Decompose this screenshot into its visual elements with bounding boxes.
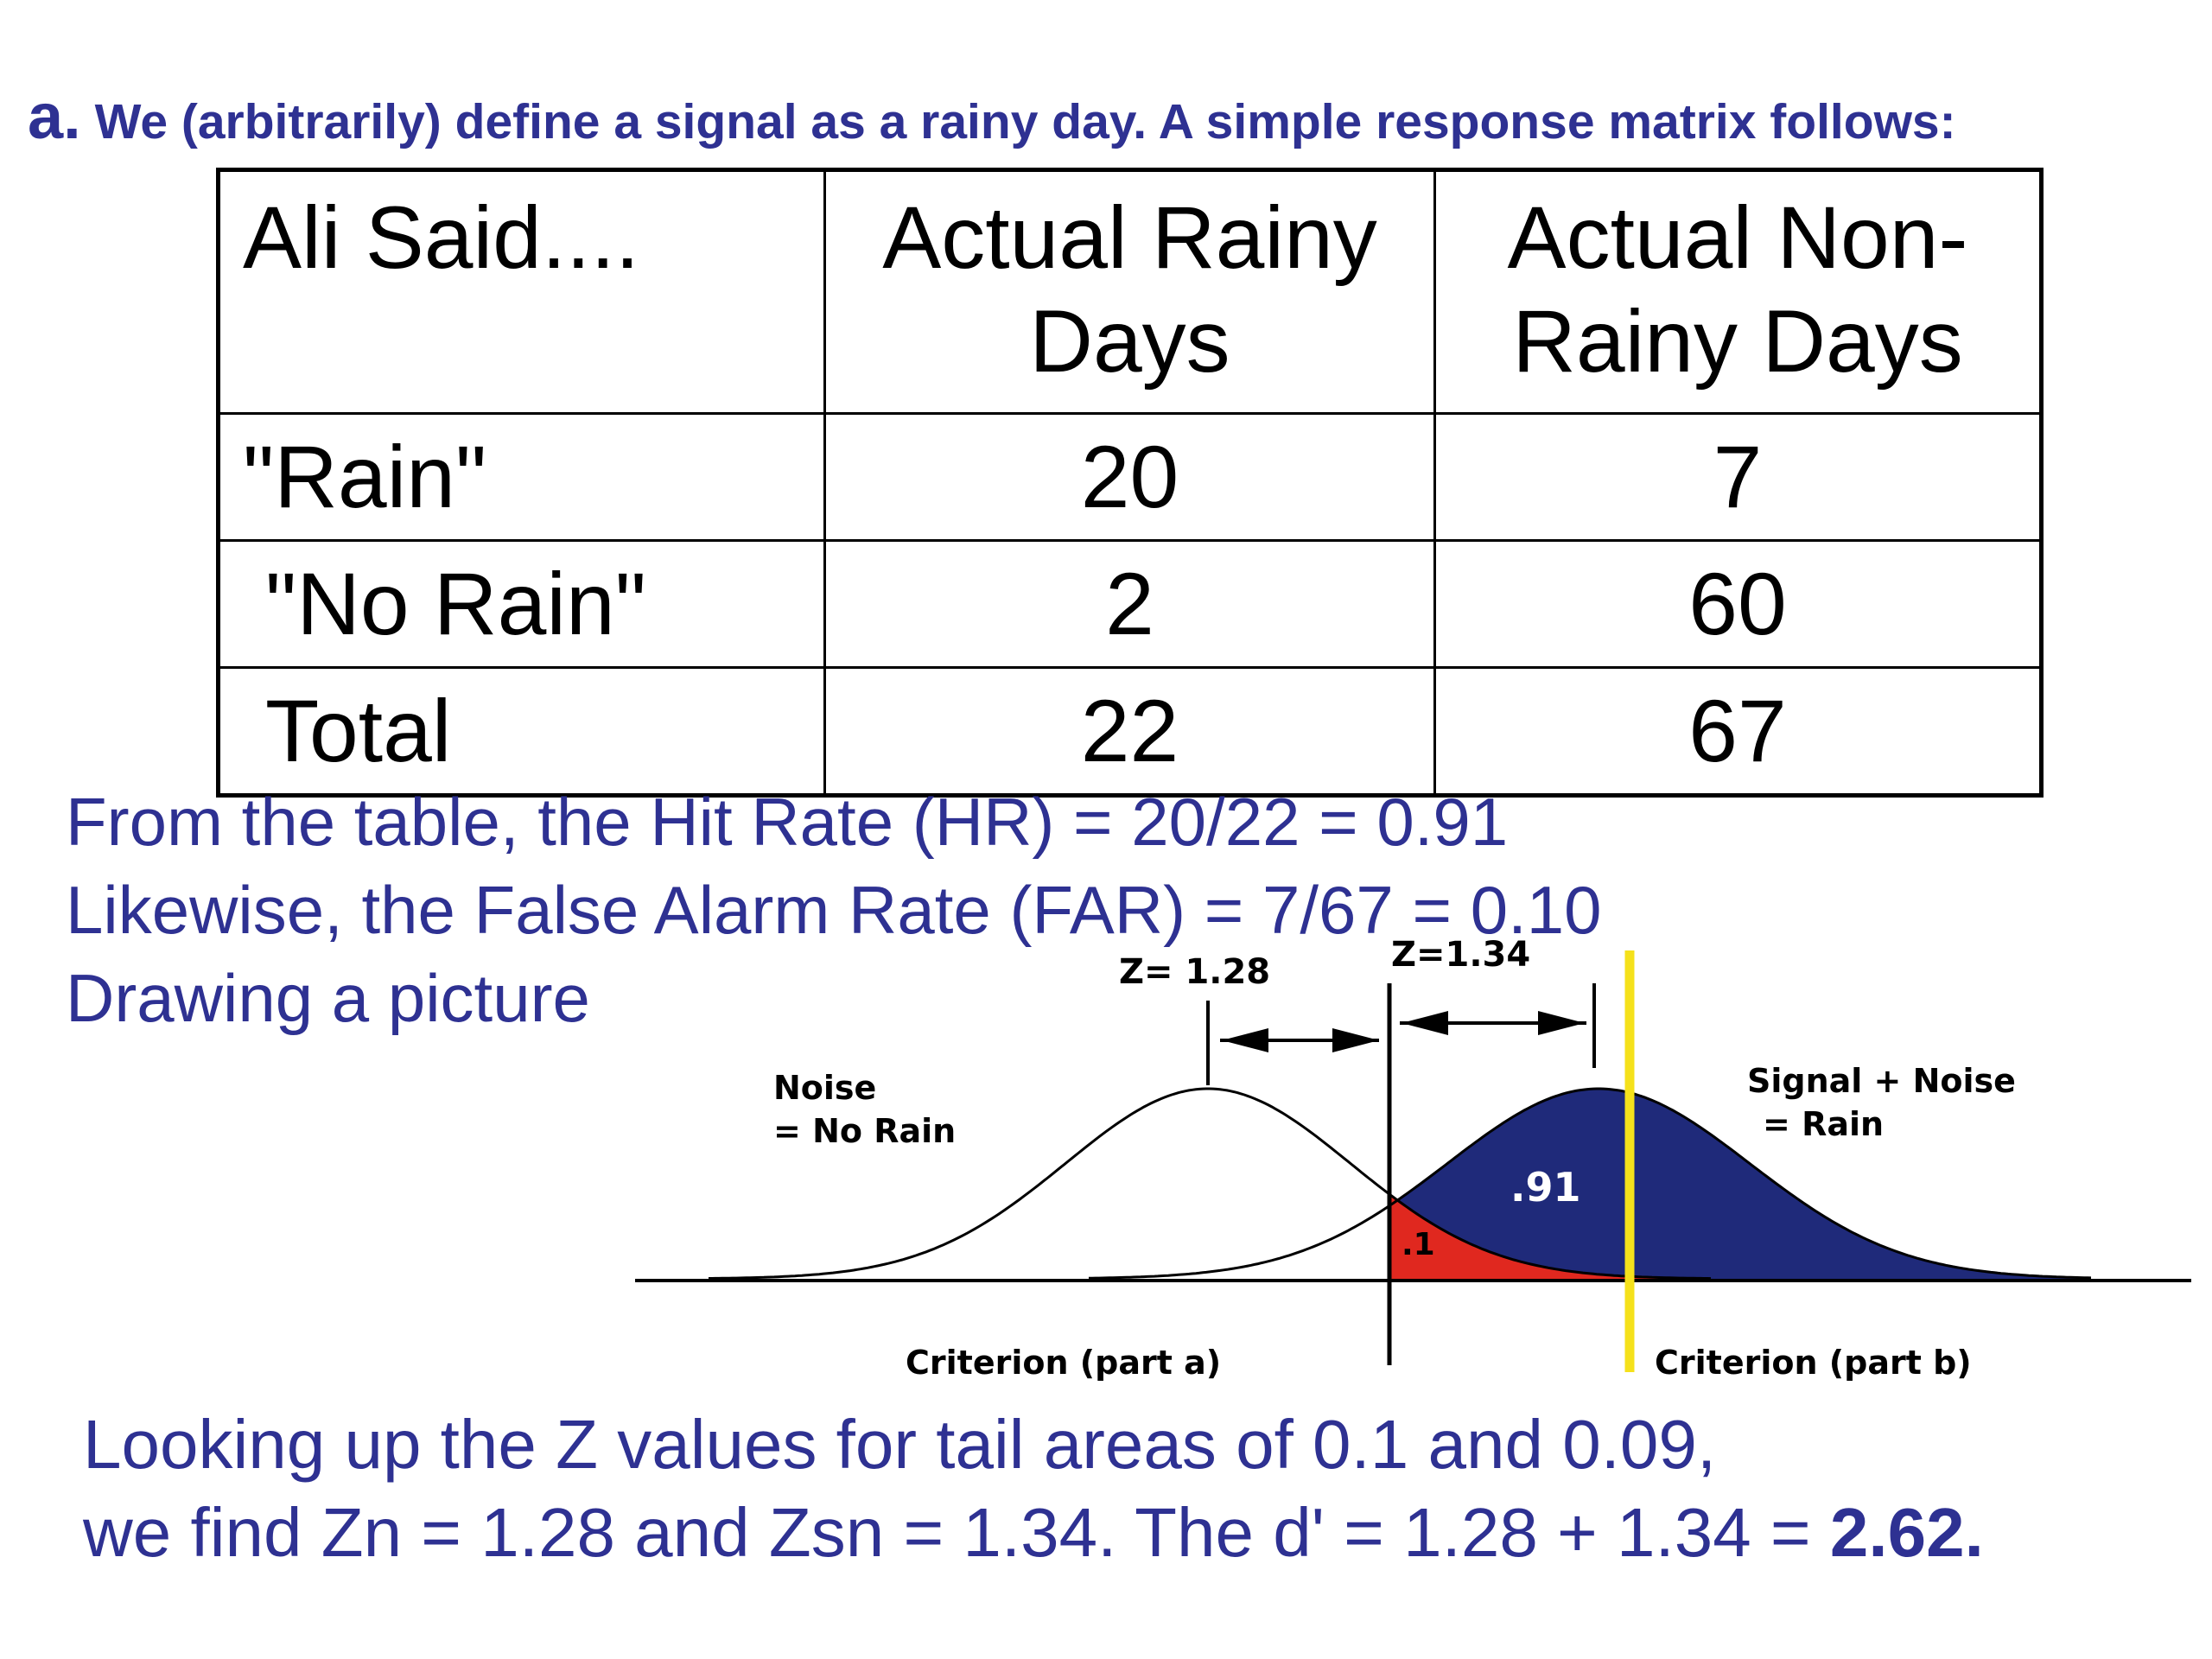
noise-label-line2: = No Rain <box>773 1112 956 1150</box>
false-alarm-area <box>1389 1194 1711 1279</box>
false-alarm-area-label: .1 <box>1402 1227 1435 1262</box>
header-actual-nonrainy-line2: Rainy Days <box>1512 292 1963 391</box>
header-actual-nonrainy-line1: Actual Non- <box>1507 188 1968 287</box>
signal-label-line1: Signal + Noise <box>1747 1062 2016 1100</box>
header-ali-said-text: Ali Said.... <box>243 188 640 287</box>
response-matrix: Ali Said.... Actual Rainy Days Actual Non… <box>216 168 2044 798</box>
row-label: Total <box>217 666 826 797</box>
row-label: "No Rain" <box>217 539 826 669</box>
cell-nonrainy: 7 <box>1433 412 2043 542</box>
z-signal-arrowhead-right <box>1538 1011 1585 1035</box>
cell-nonrainy: 60 <box>1433 539 2043 669</box>
signal-label-line2: = Rain <box>1763 1105 1884 1143</box>
hit-area <box>1389 1089 2091 1279</box>
header-actual-rainy-line1: Actual Rainy <box>882 188 1377 287</box>
drawing-caption: Drawing a picture <box>66 960 590 1036</box>
footer-line1: Looking up the Z values for tail areas o… <box>83 1406 1717 1483</box>
heading: a. We (arbitrarily) define a signal as a… <box>28 79 1956 153</box>
false-alarm-rate-text: Likewise, the False Alarm Rate (FAR) = 7… <box>66 872 1602 948</box>
header-ali-said: Ali Said.... <box>217 168 826 415</box>
z-noise-arrowhead-right <box>1332 1028 1379 1052</box>
cell-nonrainy: 67 <box>1433 666 2043 797</box>
cell-rainy: 2 <box>823 539 1436 669</box>
header-actual-rainy: Actual Rainy Days <box>823 168 1436 415</box>
table-row: Total 22 67 <box>217 666 2043 797</box>
hit-area-label: .91 <box>1510 1164 1581 1211</box>
matrix-header-row: Ali Said.... Actual Rainy Days Actual Non… <box>217 168 2043 415</box>
d-prime-result: 2.62. <box>1829 1494 1984 1571</box>
criterion-a-label: Criterion (part a) <box>906 1344 1221 1382</box>
header-actual-nonrainy: Actual Non- Rainy Days <box>1433 168 2043 415</box>
noise-curve <box>709 1087 1712 1281</box>
table-row: "Rain" 20 7 <box>217 412 2043 542</box>
z-noise-arrowhead-left <box>1222 1028 1268 1052</box>
signal-curve <box>1088 1087 2092 1280</box>
criterion-b-label: Criterion (part b) <box>1655 1344 1972 1382</box>
row-label: "Rain" <box>217 412 826 542</box>
header-actual-rainy-line2: Days <box>1029 292 1230 391</box>
heading-text: We (arbitrarily) define a signal as a ra… <box>94 94 1956 149</box>
cell-rainy: 20 <box>823 412 1436 542</box>
z-signal-arrowhead-left <box>1402 1011 1448 1035</box>
hit-rate-text: From the table, the Hit Rate (HR) = 20/2… <box>66 784 1509 860</box>
table-row: "No Rain" 2 60 <box>217 539 2043 669</box>
z-noise-label: Z= 1.28 <box>1119 952 1270 992</box>
part-letter: a. <box>28 80 81 152</box>
footer-line2-text: we find Zn = 1.28 and Zsn = 1.34. The d'… <box>83 1494 1830 1571</box>
z-signal-label: Z=1.34 <box>1391 935 1530 975</box>
footer-line2: we find Zn = 1.28 and Zsn = 1.34. The d'… <box>83 1493 1984 1573</box>
cell-rainy: 22 <box>823 666 1436 797</box>
noise-label-line1: Noise <box>773 1069 876 1107</box>
